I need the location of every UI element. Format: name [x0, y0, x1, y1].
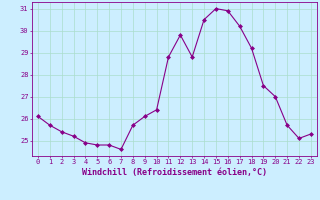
X-axis label: Windchill (Refroidissement éolien,°C): Windchill (Refroidissement éolien,°C): [82, 168, 267, 177]
